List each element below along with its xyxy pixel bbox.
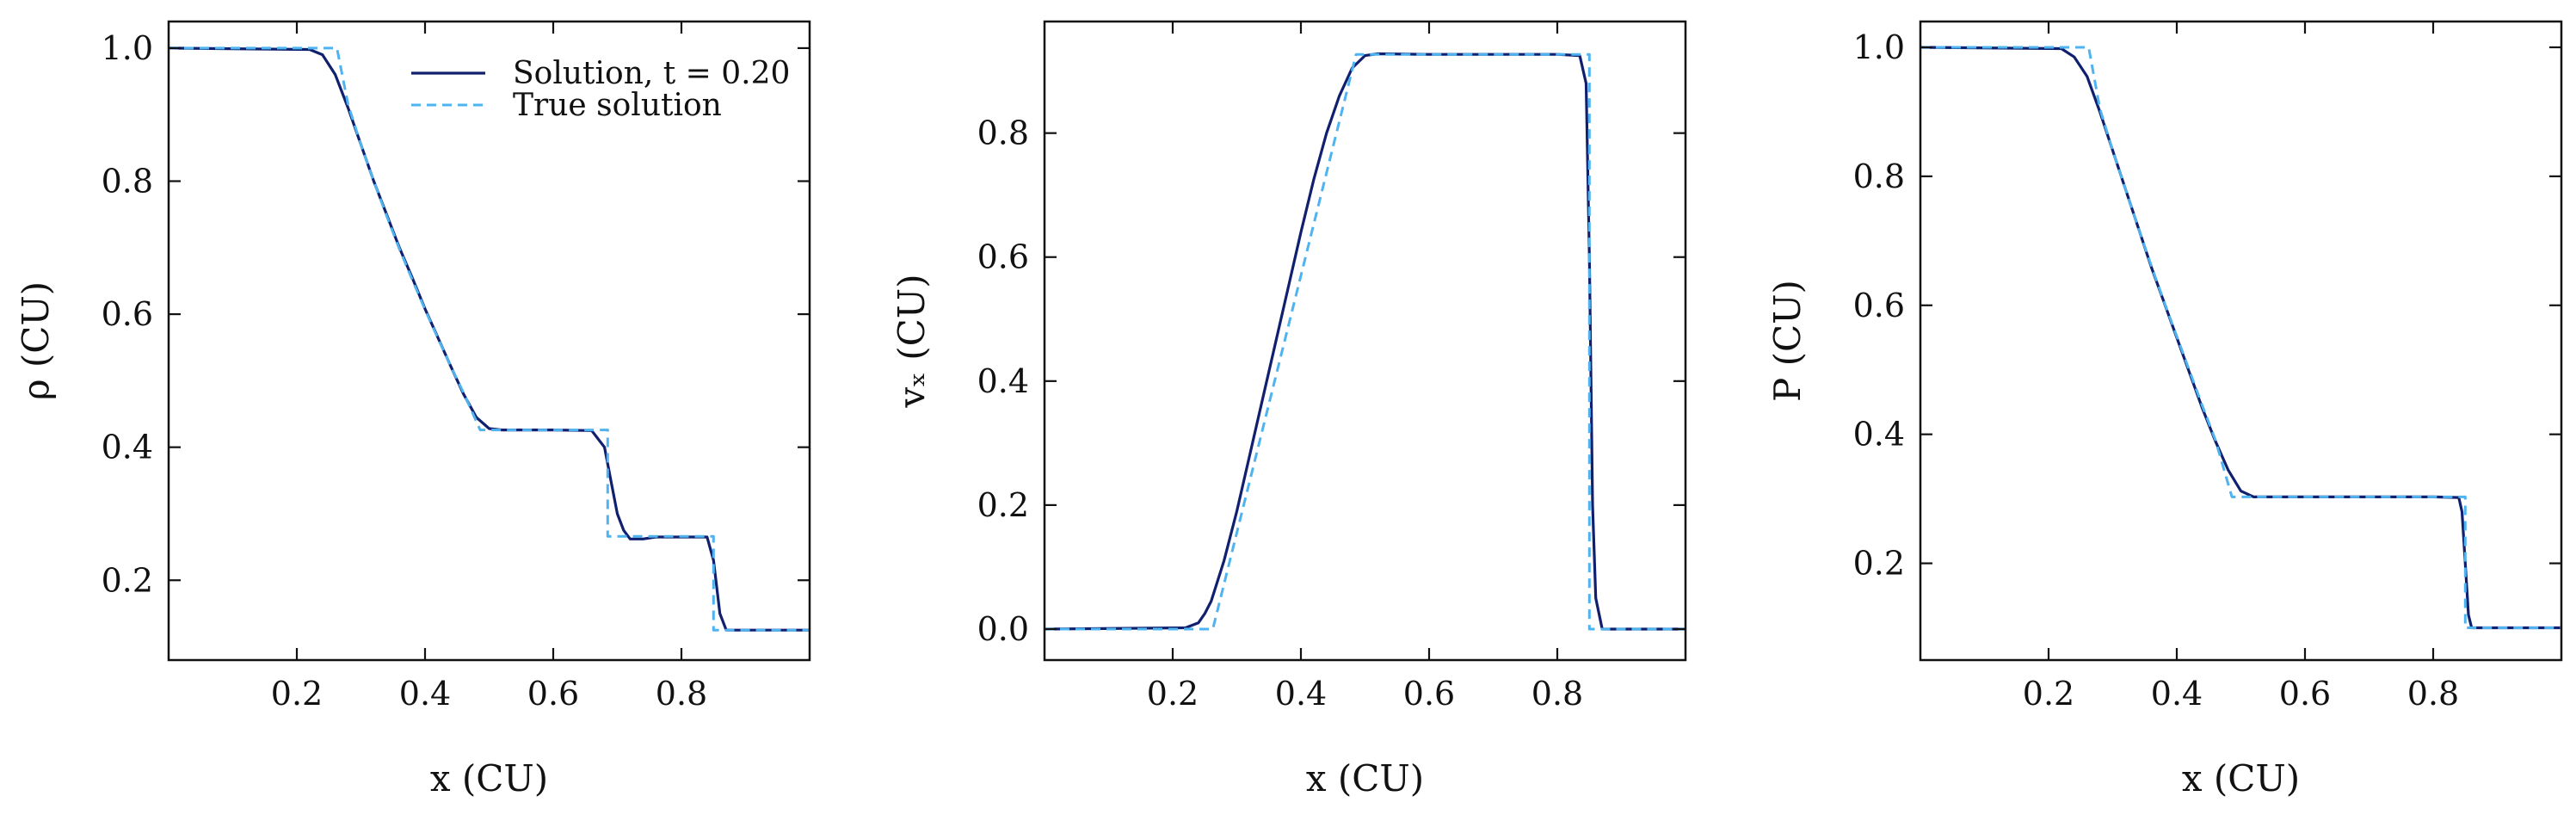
density-y-tick-label: 0.8 xyxy=(102,163,153,201)
density-y-tick-label: 1.0 xyxy=(102,29,153,67)
density-x-axis-label: x (CU) xyxy=(430,757,548,799)
pressure-x-tick-label: 0.8 xyxy=(2407,675,2459,713)
pressure-y-tick-label: 0.6 xyxy=(1853,287,1905,324)
pressure-y-tick-label: 0.4 xyxy=(1853,416,1905,454)
pressure-x-tick-label: 0.6 xyxy=(2279,675,2331,713)
density-y-axis-label: ρ (CU) xyxy=(15,281,57,400)
density-y-tick-label: 0.4 xyxy=(102,429,153,466)
pressure-x-tick-label: 0.4 xyxy=(2151,675,2203,713)
legend-solution-label: Solution, t = 0.20 xyxy=(513,56,790,91)
density-y-tick-label: 0.6 xyxy=(102,295,153,333)
pressure-x-axis-label: x (CU) xyxy=(2182,757,2300,799)
density-x-tick-label: 0.6 xyxy=(527,675,579,713)
panel-density: 0.2 0.4 0.6 0.8 0.2 0.4 0.6 0.8 1.0 x (CU) ρ (CU) S… xyxy=(15,20,811,799)
pressure-y-tick-label: 1.0 xyxy=(1853,28,1905,66)
velocity-y-tick-label: 0.8 xyxy=(977,114,1029,152)
velocity-true-solution-line xyxy=(1045,52,1685,631)
pressure-y-tick-label: 0.2 xyxy=(1853,545,1905,583)
panel-velocity: 0.2 0.4 0.6 0.8 0.0 0.2 0.4 0.6 0.8 x (CU) vₓ (CU) xyxy=(891,20,1687,799)
velocity-x-tick-label: 0.2 xyxy=(1147,675,1199,713)
velocity-y-tick-label: 0.6 xyxy=(977,238,1029,276)
velocity-y-tick-label: 0.2 xyxy=(977,486,1029,524)
velocity-axes-frame xyxy=(1043,20,1687,662)
velocity-x-axis-label: x (CU) xyxy=(1306,757,1424,799)
velocity-y-tick-label: 0.4 xyxy=(977,362,1029,400)
velocity-x-tick-label: 0.6 xyxy=(1403,675,1455,713)
panel-pressure: 0.2 0.4 0.6 0.8 0.2 0.4 0.6 0.8 1.0 x (CU) P (CU) xyxy=(1766,20,2563,799)
density-axes-frame xyxy=(167,20,811,662)
pressure-y-axis-label: P (CU) xyxy=(1766,280,1809,402)
pressure-x-tick-label: 0.2 xyxy=(2023,675,2074,713)
pressure-true-solution-line xyxy=(1920,46,2561,629)
pressure-y-tick-label: 0.8 xyxy=(1853,157,1905,195)
legend-true-solution-label: True solution xyxy=(513,88,722,123)
density-y-tick-label: 0.2 xyxy=(102,561,153,599)
velocity-y-axis-label: vₓ (CU) xyxy=(891,274,933,408)
density-solution-line xyxy=(169,46,810,632)
pressure-axes-frame xyxy=(1919,20,2563,662)
density-x-tick-label: 0.4 xyxy=(399,675,451,713)
velocity-x-tick-label: 0.4 xyxy=(1275,675,1327,713)
density-x-tick-label: 0.8 xyxy=(656,675,707,713)
density-x-tick-label: 0.2 xyxy=(271,675,323,713)
density-true-solution-line xyxy=(169,46,810,632)
velocity-y-tick-label: 0.0 xyxy=(977,610,1029,648)
velocity-solution-line xyxy=(1045,52,1685,631)
velocity-x-tick-label: 0.8 xyxy=(1531,675,1583,713)
